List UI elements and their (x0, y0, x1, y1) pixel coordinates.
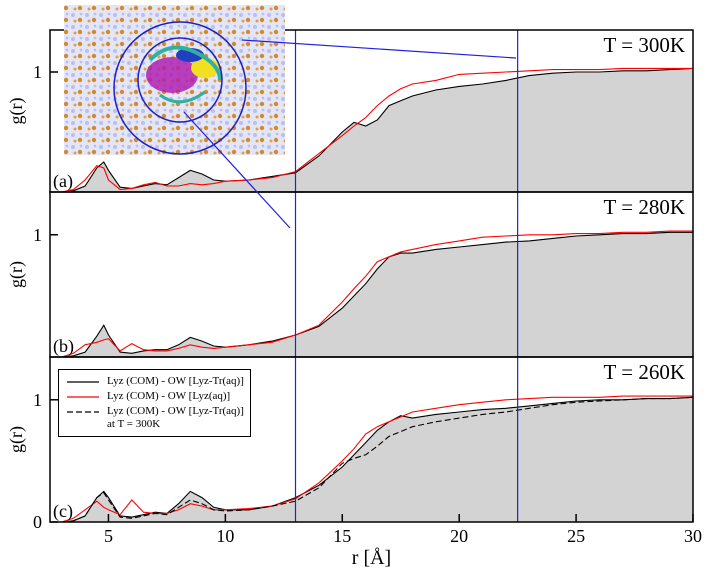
connector (183, 111, 291, 229)
inset-image (64, 5, 285, 155)
x-axis-label: r [Å] (352, 547, 391, 569)
legend-swatch (67, 411, 99, 413)
panel-label: (b) (53, 336, 74, 357)
x-tick-label: 5 (104, 526, 113, 546)
line (61, 231, 693, 358)
y-axis-label: g(r) (6, 426, 27, 453)
x-tick-label: 25 (567, 526, 585, 546)
panel-label: (a) (53, 171, 73, 192)
x-tick-label: 10 (216, 526, 234, 546)
y-tick-label: 1 (33, 225, 42, 245)
y-tick-label: 1 (33, 390, 42, 410)
y-tick-label: 0 (33, 512, 42, 532)
line (61, 230, 693, 358)
y-axis-label: g(r) (6, 261, 27, 288)
legend: Lyz (COM) - OW [Lyz-Tr(aq)] Lyz (COM) - O… (58, 369, 251, 437)
connector (241, 39, 517, 59)
legend-entry: Lyz (COM) - OW [Lyz(aq)] (65, 390, 244, 403)
annotation: T = 300K (604, 33, 685, 57)
y-axis-label: g(r) (6, 98, 27, 125)
x-tick-label: 15 (333, 526, 351, 546)
annotation: T = 260K (604, 360, 685, 384)
legend-label: Lyz (COM) - OW [Lyz(aq)] (107, 390, 231, 402)
line (61, 395, 693, 523)
panel-frame (49, 356, 694, 523)
legend-entry: Lyz (COM) - OW [Lyz-Tr(aq)] (65, 375, 244, 388)
x-tick-label: 30 (684, 526, 702, 546)
line (61, 67, 693, 193)
line (61, 396, 694, 523)
legend-label: Lyz (COM) - OW [Lyz-Tr(aq)] (107, 375, 244, 387)
legend-swatch (67, 381, 99, 383)
legend-label: Lyz (COM) - OW [Lyz-Tr(aq)] at T = 300K (107, 405, 244, 430)
y-tick-label: 1 (33, 62, 42, 82)
x-tick-label: 20 (450, 526, 468, 546)
legend-entry: Lyz (COM) - OW [Lyz-Tr(aq)] at T = 300K (65, 405, 244, 431)
panel-label: (c) (53, 501, 73, 522)
area (61, 68, 693, 192)
line (61, 396, 694, 523)
area (61, 232, 693, 357)
legend-swatch (67, 396, 99, 398)
line (61, 67, 694, 193)
annotation: T = 280K (604, 195, 685, 219)
area (61, 397, 693, 522)
